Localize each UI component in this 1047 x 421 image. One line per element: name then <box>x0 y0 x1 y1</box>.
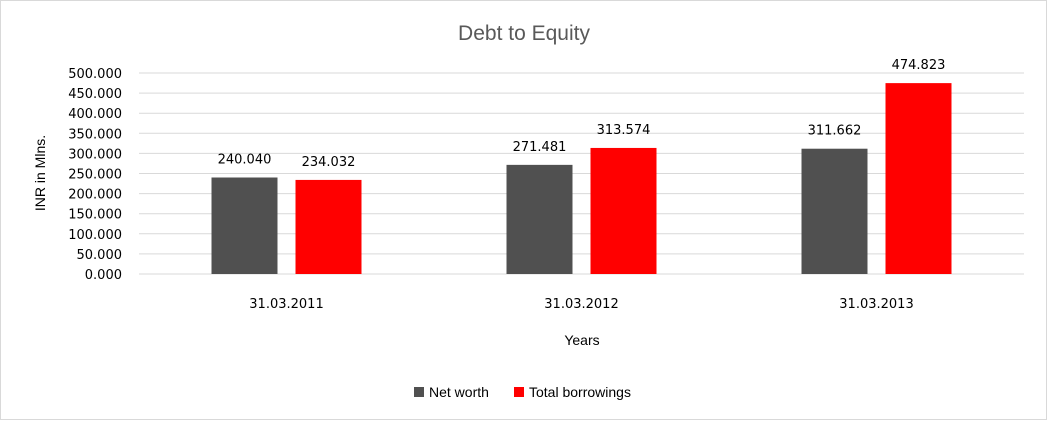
legend: Net worth Total borrowings <box>414 384 631 400</box>
x-axis-categories: 31.03.2011 31.03.2012 31.03.2013 <box>249 297 913 312</box>
bar-total-borrowings <box>885 83 952 274</box>
y-tick-label: 100.000 <box>68 228 122 243</box>
legend-label: Total borrowings <box>529 384 631 400</box>
y-tick-label: 200.000 <box>68 188 122 203</box>
y-tick-label: 350.000 <box>68 127 122 142</box>
y-tick-label: 500.000 <box>68 67 122 82</box>
chart-title: Debt to Equity <box>458 22 590 45</box>
y-tick-label: 300.000 <box>68 147 122 162</box>
bar-net-worth <box>801 148 868 274</box>
x-category-label: 31.03.2013 <box>839 297 913 312</box>
bar-net-worth <box>211 177 278 274</box>
y-axis-title: INR in Mlns. <box>32 135 48 211</box>
y-tick-label: 450.000 <box>68 87 122 102</box>
x-axis-title: Years <box>564 332 599 348</box>
y-tick-label: 0.000 <box>85 268 122 283</box>
legend-swatch <box>514 387 524 397</box>
bars <box>211 83 952 274</box>
data-label: 271.481 <box>513 140 567 155</box>
bar-total-borrowings <box>295 179 362 274</box>
y-tick-label: 150.000 <box>68 208 122 223</box>
data-label: 313.574 <box>597 123 651 138</box>
data-label: 311.662 <box>808 124 862 139</box>
bar-net-worth <box>506 164 573 274</box>
x-category-label: 31.03.2012 <box>544 297 618 312</box>
x-category-label: 31.03.2011 <box>249 297 323 312</box>
legend-swatch <box>414 387 424 397</box>
data-label: 234.032 <box>302 155 356 170</box>
data-label: 240.040 <box>218 153 272 168</box>
y-axis-ticks: 0.000 50.000 100.000 150.000 200.000 250.000 3… <box>68 67 122 283</box>
data-label: 474.823 <box>892 58 946 73</box>
legend-label: Net worth <box>429 384 489 400</box>
data-labels: 240.040 234.032 271.481 313.574 311.662 474.8… <box>218 58 946 170</box>
y-tick-label: 50.000 <box>77 248 123 263</box>
bar-total-borrowings <box>590 147 657 274</box>
y-tick-label: 250.000 <box>68 168 122 183</box>
gridlines <box>139 72 1024 275</box>
y-tick-label: 400.000 <box>68 107 122 122</box>
